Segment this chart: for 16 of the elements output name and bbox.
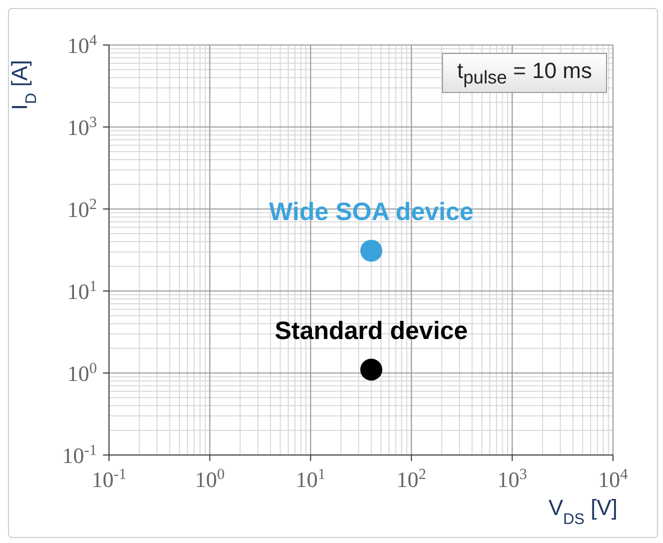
x-tick-label: 10$^{4}$ <box>598 466 628 492</box>
x-axis-title: V$_{DS}$ [V] <box>548 495 618 528</box>
y-tick-label: 10$^{-1}$ <box>62 442 97 468</box>
x-tick-label: 10$^{1}$ <box>296 466 326 492</box>
series-label: Standard device <box>274 317 468 346</box>
series-label: Wide SOA device <box>269 198 474 226</box>
note-box: t$_{pulse}$ = 10 ms <box>442 53 607 94</box>
y-tick-label: 10$^{1}$ <box>67 278 97 304</box>
y-tick-label: 10$^{4}$ <box>67 32 98 58</box>
x-tick-label: 10$^{3}$ <box>497 466 528 492</box>
y-tick-label: 10$^{2}$ <box>67 196 97 222</box>
y-tick-label: 10$^{3}$ <box>67 114 98 140</box>
x-tick-label: 10$^{-1}$ <box>92 466 126 492</box>
x-tick-label: 10$^{2}$ <box>396 466 426 492</box>
y-tick-label: 10$^{0}$ <box>67 360 98 386</box>
x-tick-label: 10$^{0}$ <box>194 466 225 492</box>
